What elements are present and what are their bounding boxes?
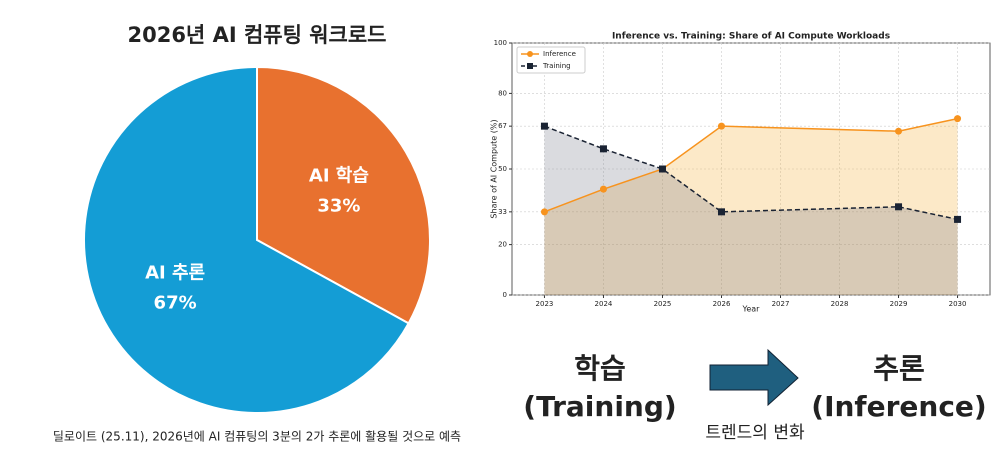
from-sublabel: (Training) (523, 390, 676, 423)
y-tick-label: 67 (498, 122, 507, 130)
legend-marker (527, 63, 533, 69)
marker (540, 122, 548, 130)
arrow-label: 트렌드의 변화 (705, 423, 805, 443)
legend-marker (527, 51, 533, 57)
x-tick-label: 2026 (713, 300, 731, 308)
slice-label: AI 추론 (145, 262, 205, 283)
pie-title: 2026년 AI 컴퓨팅 워크로드 (127, 23, 386, 47)
y-tick-label: 100 (494, 39, 507, 47)
x-axis-label: Year (742, 305, 761, 314)
slice-value: 33% (317, 196, 360, 217)
y-tick-label: 80 (498, 89, 507, 97)
legend-label: Training (542, 62, 571, 70)
area-fill (544, 118, 958, 295)
marker (717, 208, 725, 216)
from-label: 학습 (574, 352, 626, 385)
x-tick-label: 2025 (654, 300, 672, 308)
marker (895, 127, 903, 135)
marker (717, 122, 725, 130)
marker (540, 208, 548, 216)
x-tick-label: 2028 (831, 300, 849, 308)
marker (954, 215, 962, 223)
y-axis-label: Share of AI Compute (%) (490, 119, 499, 218)
x-tick-label: 2024 (595, 300, 613, 308)
slice-value: 67% (154, 292, 197, 313)
marker (599, 185, 607, 193)
pie-slice (83, 65, 410, 414)
series-line (544, 125, 958, 221)
y-tick-label: 50 (498, 165, 507, 173)
arrow (709, 348, 799, 407)
series-line (544, 117, 958, 213)
marker (954, 115, 962, 123)
pie-caption: 딜로이트 (25.11), 2026년에 AI 컴퓨팅의 3분의 2가 추론에 … (53, 430, 461, 444)
line-title: Inference vs. Training: Share of AI Comp… (612, 32, 890, 42)
to-sublabel: (Inference) (811, 390, 986, 423)
slice-label: AI 학습 (309, 165, 369, 187)
pie-slice (256, 65, 431, 325)
x-tick-label: 2023 (536, 300, 554, 308)
y-tick-label: 33 (498, 208, 507, 216)
marker (599, 145, 607, 153)
area-fill (544, 126, 958, 295)
legend-label: Inference (543, 50, 576, 58)
x-tick-label: 2029 (890, 300, 908, 308)
y-tick-label: 20 (498, 241, 507, 249)
plot-area (511, 42, 991, 296)
marker (895, 203, 903, 211)
x-tick-label: 2030 (949, 300, 967, 308)
y-tick-label: 0 (503, 291, 507, 299)
x-tick-label: 2027 (772, 300, 790, 308)
to-label: 추론 (873, 352, 925, 385)
marker (658, 165, 666, 173)
